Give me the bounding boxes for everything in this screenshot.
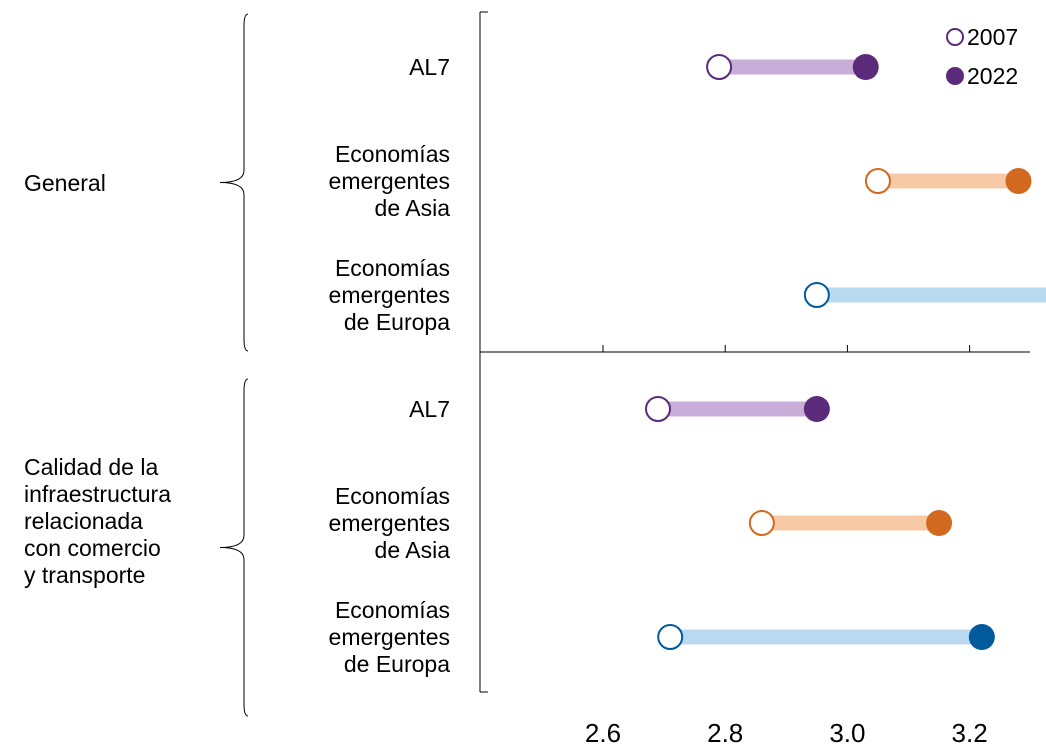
end-point-2022 bbox=[852, 54, 879, 80]
row-label: Economías emergentes de Europa bbox=[329, 255, 451, 335]
start-point-2007 bbox=[644, 396, 671, 422]
row-label: AL7 bbox=[409, 396, 450, 422]
row-label: AL7 bbox=[409, 54, 450, 80]
row-label-line: de Europa bbox=[344, 651, 450, 677]
legend-marker-hollow bbox=[946, 28, 964, 46]
row-label-line: emergentes bbox=[329, 282, 450, 308]
group-label-line: con comercio bbox=[24, 535, 161, 561]
row-label-line: Economías bbox=[335, 483, 450, 509]
end-point-2022 bbox=[1005, 168, 1032, 194]
start-point-2007 bbox=[864, 168, 891, 194]
row-label-line: emergentes bbox=[329, 168, 450, 194]
row-label-line: AL7 bbox=[409, 54, 450, 80]
dots-layer bbox=[644, 28, 1032, 650]
row-label-line: emergentes bbox=[329, 624, 450, 650]
x-tick-label: 3.2 bbox=[952, 718, 988, 748]
start-point-2007 bbox=[803, 282, 830, 308]
start-point-2007 bbox=[706, 54, 733, 80]
end-point-2022 bbox=[968, 624, 995, 650]
row-label: Economías emergentes de Asia bbox=[329, 141, 451, 221]
end-point-2022 bbox=[803, 396, 830, 422]
x-tick-label: 2.8 bbox=[707, 718, 743, 748]
legend-label: 2022 bbox=[967, 63, 1018, 89]
row-label-line: Economías bbox=[335, 255, 450, 281]
row-label: Economías emergentes de Asia bbox=[329, 483, 451, 563]
group-label-line: General bbox=[24, 170, 106, 196]
axes-layer bbox=[219, 11, 1030, 717]
row-label-line: AL7 bbox=[409, 396, 450, 422]
row-label-line: Economías bbox=[335, 597, 450, 623]
row-label-line: de Asia bbox=[375, 195, 451, 221]
row-label-line: Economías bbox=[335, 141, 450, 167]
start-point-2007 bbox=[657, 624, 684, 650]
row-label-line: de Asia bbox=[375, 537, 451, 563]
row-label-line: de Europa bbox=[344, 309, 450, 335]
group-label-line: relacionada bbox=[24, 508, 143, 534]
labels-layer: 2.62.83.03.23.4GeneralAL7Economíasemerge… bbox=[24, 24, 1018, 748]
group-label-line: Calidad de la bbox=[24, 454, 158, 480]
group-brace bbox=[219, 13, 249, 352]
end-point-2022 bbox=[926, 510, 953, 536]
x-tick-label: 2.6 bbox=[585, 718, 621, 748]
x-tick-label: 3.0 bbox=[829, 718, 865, 748]
group-label-line: infraestructura bbox=[24, 481, 171, 507]
row-label: Economías emergentes de Europa bbox=[329, 597, 451, 677]
legend-label: 2007 bbox=[967, 24, 1018, 50]
start-point-2007 bbox=[748, 510, 775, 536]
group-label: General bbox=[24, 170, 106, 196]
group-label-line: y transporte bbox=[24, 562, 145, 588]
group-label: Calidad de la infraestructura relacionada c… bbox=[24, 454, 171, 588]
group-brace bbox=[219, 378, 249, 717]
legend-marker-filled bbox=[946, 67, 964, 85]
bars-layer bbox=[657, 59, 1046, 645]
row-label-line: emergentes bbox=[329, 510, 450, 536]
